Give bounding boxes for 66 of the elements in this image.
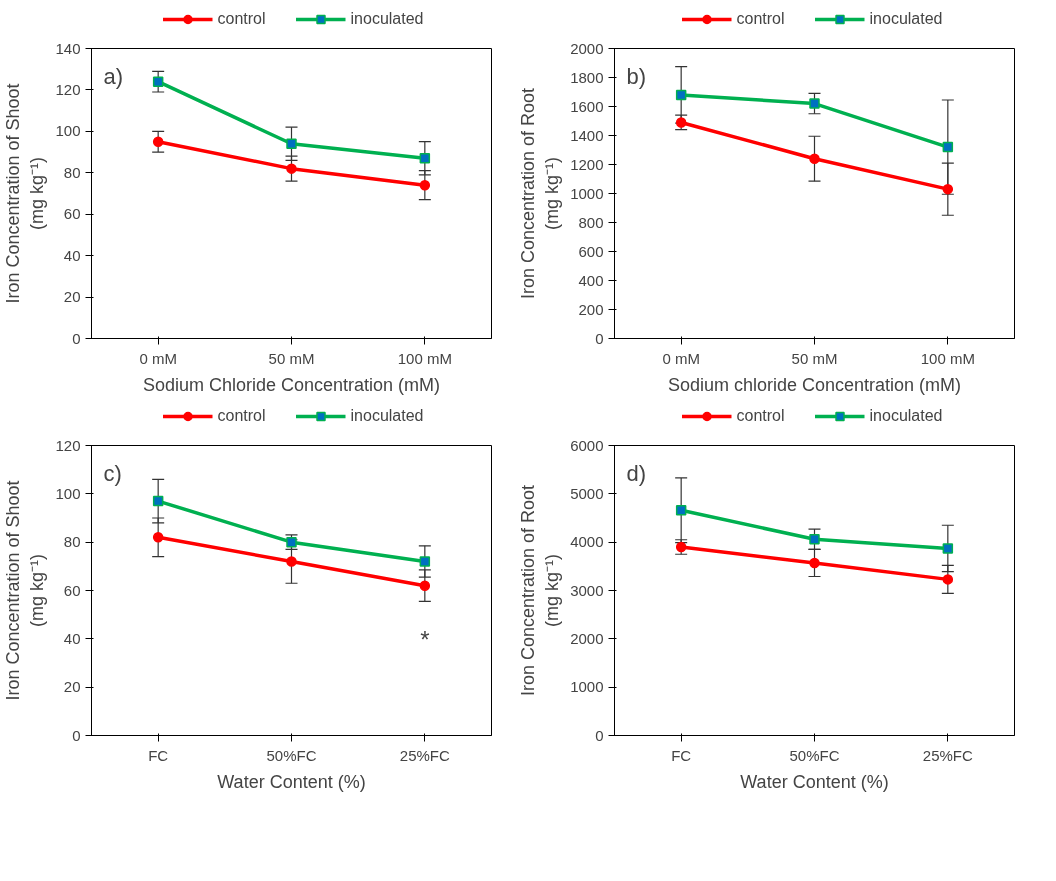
y-tick-label: 0 xyxy=(595,726,604,744)
y-axis-title: Iron Concentration of Root (mg kg⁻¹) xyxy=(518,87,563,300)
legend-label: control xyxy=(736,407,785,425)
y-axis-title: Iron Concentration of Shoot (mg kg⁻¹) xyxy=(3,83,48,304)
x-tick-label: 0 mM xyxy=(662,349,700,367)
y-tick-label: 80 xyxy=(63,533,81,551)
x-tick-label: FC xyxy=(671,746,692,764)
y-tick-label: 1000 xyxy=(570,184,604,202)
annotation: d) xyxy=(626,460,647,486)
y-tick-label: 6000 xyxy=(570,436,604,454)
x-tick-label: 100 mM xyxy=(920,349,975,367)
y-tick-label: 1800 xyxy=(570,68,604,86)
annotation: a) xyxy=(103,63,124,89)
annotation: c) xyxy=(103,460,122,486)
y-tick-label: 2000 xyxy=(570,39,604,57)
y-tick-label: 3000 xyxy=(570,581,604,599)
y-tick-label: 60 xyxy=(63,581,81,599)
y-tick-label: 100 xyxy=(55,122,81,140)
y-tick-label: 800 xyxy=(578,213,604,231)
y-tick-label: 0 xyxy=(72,726,81,744)
y-tick-label: 1000 xyxy=(570,678,604,696)
x-axis-title: Sodium Chloride Concentration (mM) xyxy=(142,374,441,395)
y-tick-label: 80 xyxy=(63,163,81,181)
y-tick-label: 1200 xyxy=(570,155,604,173)
y-tick-label: 40 xyxy=(63,246,81,264)
x-tick-label: 25%FC xyxy=(922,746,974,764)
y-tick-label: 20 xyxy=(63,678,81,696)
y-tick-label: 1600 xyxy=(570,97,604,115)
x-tick-label: 50 mM xyxy=(791,349,838,367)
y-tick-label: 4000 xyxy=(570,533,604,551)
legend-label: inoculated xyxy=(350,407,424,425)
y-tick-label: 600 xyxy=(578,242,604,260)
y-tick-label: 40 xyxy=(63,629,81,647)
y-tick-label: 60 xyxy=(63,205,81,223)
y-tick-label: 120 xyxy=(55,80,81,98)
legend-label: inoculated xyxy=(350,10,424,28)
y-tick-label: 0 xyxy=(72,329,81,347)
y-axis-title: Iron Concentration of Shoot (mg kg⁻¹) xyxy=(3,480,48,701)
x-tick-label: 100 mM xyxy=(397,349,452,367)
y-axis-title: Iron Concentration of Root (mg kg⁻¹) xyxy=(518,484,563,697)
legend-label: control xyxy=(736,10,785,28)
x-tick-label: 50%FC xyxy=(789,746,840,764)
annotation: * xyxy=(420,626,430,654)
legend-label: inoculated xyxy=(869,10,943,28)
legend-label: control xyxy=(217,10,266,28)
legend-label: control xyxy=(217,407,266,425)
x-tick-label: 25%FC xyxy=(399,746,451,764)
y-tick-label: 200 xyxy=(578,300,604,318)
x-tick-label: 50 mM xyxy=(268,349,315,367)
x-tick-label: 0 mM xyxy=(139,349,177,367)
x-axis-title: Water Content (%) xyxy=(740,771,889,792)
legend-label: inoculated xyxy=(869,407,943,425)
x-axis-title: Sodium chloride Concentration (mM) xyxy=(667,374,962,395)
annotation: b) xyxy=(626,63,647,89)
y-tick-label: 140 xyxy=(55,39,81,57)
y-tick-label: 2000 xyxy=(570,629,604,647)
y-tick-label: 100 xyxy=(55,484,81,502)
x-tick-label: 50%FC xyxy=(266,746,317,764)
y-tick-label: 0 xyxy=(595,329,604,347)
x-axis-title: Water Content (%) xyxy=(217,771,366,792)
y-tick-label: 5000 xyxy=(570,484,604,502)
y-tick-label: 400 xyxy=(578,271,604,289)
y-tick-label: 120 xyxy=(55,436,81,454)
y-tick-label: 20 xyxy=(63,288,81,306)
x-tick-label: FC xyxy=(148,746,169,764)
y-tick-label: 1400 xyxy=(570,126,604,144)
